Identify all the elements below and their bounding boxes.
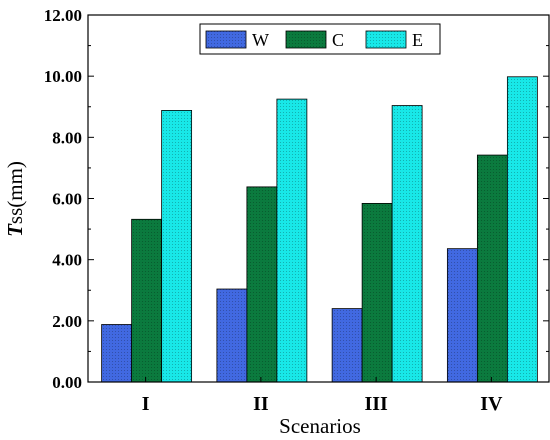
y-tick-label-5: 10.00 (44, 67, 82, 86)
legend-swatch-texture-w (206, 31, 246, 48)
legend-label-e: E (412, 30, 423, 50)
x-tick-label-iv: IV (480, 393, 503, 415)
bar-texture-w-iv (447, 248, 478, 382)
bar-texture-c-ii (246, 186, 277, 382)
y-axis-title-unit: (mm) (3, 161, 27, 208)
legend-swatch-texture-e (366, 31, 406, 48)
bars-layer (101, 76, 538, 383)
legend-swatch-texture-c (286, 31, 326, 48)
bar-texture-c-iii (362, 203, 393, 382)
y-axis-title: Tss(mm) (3, 161, 27, 237)
legend-label-c: C (332, 30, 344, 50)
y-axis-title-symbol: T (3, 223, 27, 237)
bar-texture-e-i (161, 110, 192, 383)
x-axis-title: Scenarios (279, 414, 361, 438)
y-axis-title-subscript: ss (3, 208, 27, 224)
y-tick-label-3: 6.00 (52, 190, 82, 209)
y-tick-label-4: 8.00 (52, 128, 82, 147)
legend-label-w: W (252, 30, 269, 50)
bar-texture-e-ii (276, 99, 307, 383)
y-tick-label-1: 2.00 (52, 312, 82, 331)
bar-texture-c-i (131, 219, 162, 382)
x-tick-label-i: I (142, 393, 150, 415)
y-tick-label-2: 4.00 (52, 251, 82, 270)
bar-texture-e-iv (507, 76, 538, 383)
bar-texture-w-iii (332, 308, 363, 382)
plot-frame (87, 14, 550, 383)
bar-texture-w-ii (216, 289, 247, 382)
x-tick-label-ii: II (253, 393, 269, 415)
y-tick-label-0: 0.00 (52, 373, 82, 392)
y-tick-label-6: 12.00 (44, 6, 82, 25)
x-tick-label-iii: III (364, 393, 388, 415)
bar-texture-c-iv (477, 155, 508, 382)
bar-texture-e-iii (392, 105, 423, 382)
bar-texture-w-i (101, 324, 132, 382)
